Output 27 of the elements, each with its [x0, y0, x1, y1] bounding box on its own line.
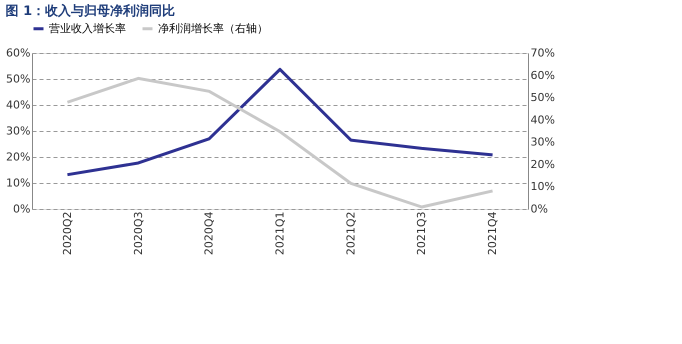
y2-tick-label: 20%	[530, 158, 555, 171]
legend-label: 营业收入增长率	[49, 22, 126, 35]
y2-tick-label: 0%	[530, 202, 548, 216]
y2-tick-label: 10%	[530, 180, 555, 194]
x-tick-label: 2020Q4	[202, 212, 216, 256]
y-tick-label: 60%	[6, 46, 30, 60]
y2-tick-label: 40%	[530, 113, 555, 126]
y-tick-label: 10%	[6, 176, 30, 190]
y-tick-label: 30%	[6, 124, 30, 138]
chart-title: 图 1：收入与归母净利润同比	[6, 3, 176, 19]
y-tick-label: 40%	[6, 98, 30, 112]
y2-tick-label: 70%	[530, 46, 555, 60]
y-tick-label: 20%	[6, 150, 30, 164]
x-tick-label: 2021Q2	[344, 212, 358, 256]
legend-label: 净利润增长率（右轴）	[158, 22, 268, 35]
y-tick-label: 0%	[13, 202, 30, 216]
y-tick-label: 50%	[6, 72, 30, 86]
x-tick-label: 2021Q1	[274, 212, 286, 256]
x-tick-label: 2020Q2	[60, 212, 74, 256]
line-series	[66, 76, 494, 208]
x-tick-label: 2021Q4	[486, 212, 500, 256]
x-tick-label: 2021Q3	[415, 212, 428, 256]
line-series	[66, 68, 494, 176]
y2-tick-label: 60%	[530, 68, 555, 82]
x-tick-label: 2020Q3	[132, 212, 145, 256]
y2-tick-label: 30%	[530, 136, 555, 149]
y2-tick-label: 50%	[530, 91, 555, 104]
